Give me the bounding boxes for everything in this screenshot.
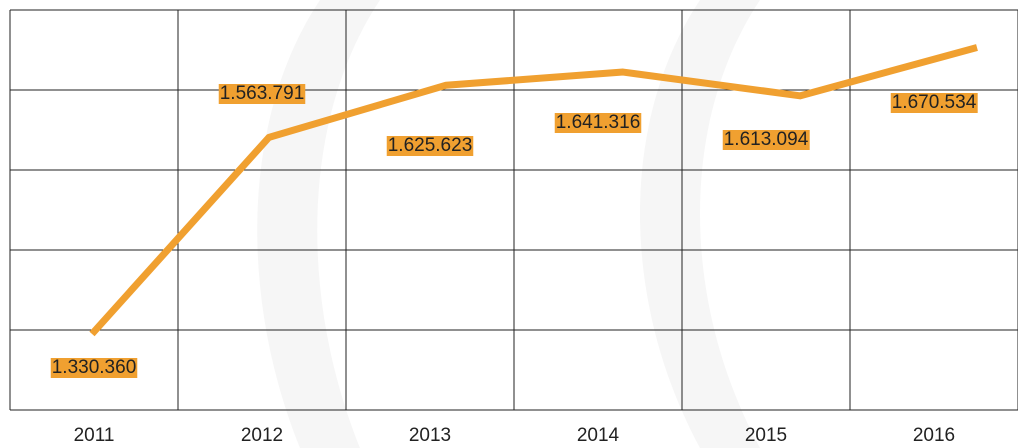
data-label: 1.670.534 bbox=[892, 92, 977, 113]
x-tick-label: 2013 bbox=[409, 425, 451, 446]
data-label-background bbox=[722, 130, 810, 150]
data-label-background bbox=[50, 358, 138, 378]
x-tick-label: 2014 bbox=[577, 425, 620, 446]
background-arc bbox=[640, 0, 760, 448]
data-label: 1.641.316 bbox=[556, 112, 641, 133]
x-tick-label: 2012 bbox=[241, 425, 283, 446]
data-label-background bbox=[554, 113, 642, 133]
x-tick-label: 2011 bbox=[74, 425, 115, 446]
line bbox=[89, 44, 978, 337]
x-tick-label: 2016 bbox=[913, 425, 955, 446]
background-arc bbox=[257, 0, 380, 448]
data-label: 1.330.360 bbox=[52, 357, 137, 378]
data-label-background bbox=[386, 136, 474, 156]
data-label-background bbox=[218, 84, 306, 104]
data-label: 1.563.791 bbox=[220, 83, 305, 104]
x-tick-label: 2015 bbox=[745, 425, 787, 446]
data-label: 1.625.623 bbox=[388, 135, 473, 156]
data-label-background bbox=[890, 93, 978, 113]
data-label: 1.613.094 bbox=[724, 129, 809, 150]
